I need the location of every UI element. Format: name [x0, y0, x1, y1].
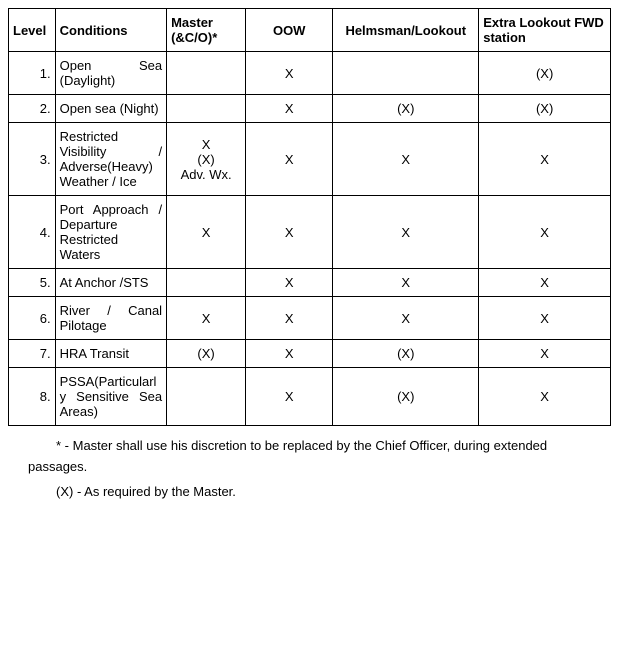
cell-level: 2.: [9, 95, 56, 123]
cell-fwd: X: [479, 297, 611, 340]
cell-master: [167, 368, 246, 426]
cell-oow: X: [246, 95, 333, 123]
cell-helm: X: [333, 297, 479, 340]
cell-condition: Restricted Visibility / Adverse(Heavy) W…: [55, 123, 166, 196]
cell-master: X: [167, 196, 246, 269]
cell-oow: X: [246, 52, 333, 95]
table-row: 6. River / Canal Pilotage X X X X: [9, 297, 611, 340]
cell-master: X (X) Adv. Wx.: [167, 123, 246, 196]
cell-level: 4.: [9, 196, 56, 269]
cell-level: 5.: [9, 269, 56, 297]
cell-fwd: X: [479, 269, 611, 297]
cell-fwd: X: [479, 368, 611, 426]
cell-condition: Open sea (Night): [55, 95, 166, 123]
cell-fwd: (X): [479, 95, 611, 123]
cell-level: 8.: [9, 368, 56, 426]
cell-master: [167, 52, 246, 95]
cell-level: 3.: [9, 123, 56, 196]
cell-master: [167, 269, 246, 297]
cell-oow: X: [246, 269, 333, 297]
cell-master: X: [167, 297, 246, 340]
cell-oow: X: [246, 297, 333, 340]
cell-oow: X: [246, 368, 333, 426]
cell-condition: HRA Transit: [55, 340, 166, 368]
cell-oow: X: [246, 340, 333, 368]
header-level: Level: [9, 9, 56, 52]
table-row: 7. HRA Transit (X) X (X) X: [9, 340, 611, 368]
cell-helm: (X): [333, 340, 479, 368]
cell-helm: X: [333, 196, 479, 269]
cell-master: (X): [167, 340, 246, 368]
cell-fwd: X: [479, 340, 611, 368]
table-header-row: Level Conditions Master (&C/O)* OOW Helm…: [9, 9, 611, 52]
cell-helm: (X): [333, 95, 479, 123]
cell-oow: X: [246, 196, 333, 269]
watch-level-table: Level Conditions Master (&C/O)* OOW Helm…: [8, 8, 611, 426]
table-row: 8. PSSA(Particularly Sensitive Sea Areas…: [9, 368, 611, 426]
header-helmsman: Helmsman/Lookout: [333, 9, 479, 52]
cell-master: [167, 95, 246, 123]
cell-helm: X: [333, 269, 479, 297]
header-conditions: Conditions: [55, 9, 166, 52]
cell-condition: Open Sea (Daylight): [55, 52, 166, 95]
footnote-master: * - Master shall use his discretion to b…: [28, 436, 591, 478]
cell-fwd: X: [479, 196, 611, 269]
header-fwd: Extra Lookout FWD station: [479, 9, 611, 52]
header-master: Master (&C/O)*: [167, 9, 246, 52]
cell-level: 6.: [9, 297, 56, 340]
cell-helm: [333, 52, 479, 95]
cell-fwd: (X): [479, 52, 611, 95]
cell-level: 1.: [9, 52, 56, 95]
table-row: 5. At Anchor /STS X X X: [9, 269, 611, 297]
cell-condition: At Anchor /STS: [55, 269, 166, 297]
cell-condition: PSSA(Particularly Sensitive Sea Areas): [55, 368, 166, 426]
table-row: 4. Port Approach / Departure Restricted …: [9, 196, 611, 269]
table-row: 1. Open Sea (Daylight) X (X): [9, 52, 611, 95]
cell-condition: Port Approach / Departure Restricted Wat…: [55, 196, 166, 269]
table-body: 1. Open Sea (Daylight) X (X) 2. Open sea…: [9, 52, 611, 426]
footnote-as-required: (X) - As required by the Master.: [28, 482, 591, 503]
table-row: 2. Open sea (Night) X (X) (X): [9, 95, 611, 123]
cell-oow: X: [246, 123, 333, 196]
cell-helm: X: [333, 123, 479, 196]
cell-condition: River / Canal Pilotage: [55, 297, 166, 340]
cell-fwd: X: [479, 123, 611, 196]
cell-level: 7.: [9, 340, 56, 368]
header-oow: OOW: [246, 9, 333, 52]
table-row: 3. Restricted Visibility / Adverse(Heavy…: [9, 123, 611, 196]
cell-helm: (X): [333, 368, 479, 426]
footnotes: * - Master shall use his discretion to b…: [8, 436, 611, 502]
